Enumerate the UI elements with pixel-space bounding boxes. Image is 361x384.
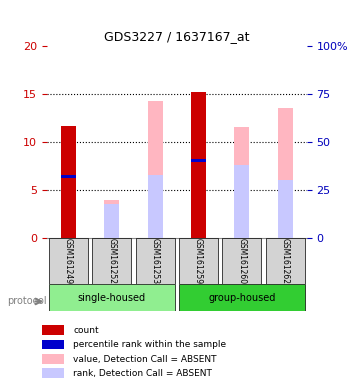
FancyBboxPatch shape xyxy=(92,238,131,284)
Text: GSM161253: GSM161253 xyxy=(151,238,160,284)
Bar xyxy=(278,108,293,238)
Bar xyxy=(234,127,249,238)
Bar xyxy=(191,159,206,162)
FancyBboxPatch shape xyxy=(222,238,261,284)
Text: group-housed: group-housed xyxy=(208,293,275,303)
Bar xyxy=(61,175,76,178)
Text: GSM161259: GSM161259 xyxy=(194,238,203,284)
Bar xyxy=(42,339,64,349)
Text: GSM161260: GSM161260 xyxy=(238,238,246,284)
Bar xyxy=(42,368,64,378)
Bar xyxy=(278,180,293,238)
Text: protocol: protocol xyxy=(7,296,47,306)
Text: GSM161249: GSM161249 xyxy=(64,238,73,284)
Bar xyxy=(104,204,119,238)
Text: percentile rank within the sample: percentile rank within the sample xyxy=(73,340,226,349)
Bar xyxy=(61,126,76,238)
Text: GSM161252: GSM161252 xyxy=(108,238,116,284)
FancyBboxPatch shape xyxy=(179,284,305,311)
Bar xyxy=(104,200,119,238)
FancyBboxPatch shape xyxy=(49,238,88,284)
Text: rank, Detection Call = ABSENT: rank, Detection Call = ABSENT xyxy=(73,369,212,378)
FancyBboxPatch shape xyxy=(136,238,175,284)
FancyBboxPatch shape xyxy=(266,238,305,284)
Bar xyxy=(234,165,249,238)
FancyBboxPatch shape xyxy=(49,284,175,311)
Text: single-housed: single-housed xyxy=(78,293,146,303)
Bar xyxy=(191,92,206,238)
Text: GSM161262: GSM161262 xyxy=(281,238,290,284)
Title: GDS3227 / 1637167_at: GDS3227 / 1637167_at xyxy=(104,30,250,43)
Bar xyxy=(42,354,64,364)
Bar xyxy=(148,175,163,238)
Text: value, Detection Call = ABSENT: value, Detection Call = ABSENT xyxy=(73,355,217,364)
Bar xyxy=(42,325,64,335)
FancyBboxPatch shape xyxy=(179,238,218,284)
Bar xyxy=(148,101,163,238)
Text: count: count xyxy=(73,326,99,335)
